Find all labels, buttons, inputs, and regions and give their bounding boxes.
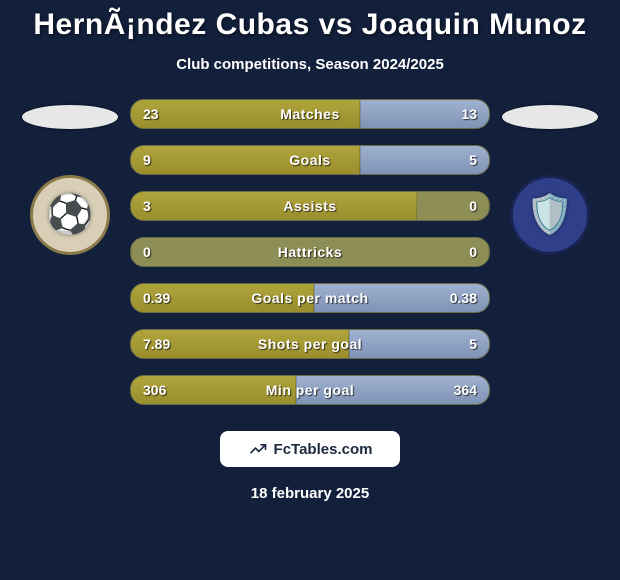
left-player-placeholder [20,103,120,131]
shield-icon: 🛡️ [526,193,573,237]
stat-value-right: 364 [454,376,477,404]
left-column: ⚽ [10,99,130,255]
stat-row: 3Assists0 [130,191,490,221]
right-team-badge: 🛡️ [510,175,590,255]
right-player-placeholder [500,103,600,131]
subtitle: Club competitions, Season 2024/2025 [176,56,444,73]
stat-value-right: 0 [469,238,477,266]
stat-label: Goals [131,146,489,174]
left-team-badge: ⚽ [30,175,110,255]
stat-label: Goals per match [131,284,489,312]
body-row: ⚽ 23Matches139Goals53Assists00Hattricks0… [0,99,620,405]
soccer-icon: ⚽ [46,193,93,237]
stat-value-right: 0 [469,192,477,220]
stat-value-right: 5 [469,330,477,358]
stat-row: 23Matches13 [130,99,490,129]
right-column: 🛡️ [490,99,610,255]
stat-value-right: 0.38 [450,284,477,312]
stat-label: Min per goal [131,376,489,404]
stat-row: 0.39Goals per match0.38 [130,283,490,313]
stat-value-right: 5 [469,146,477,174]
page-title: HernÃ¡ndez Cubas vs Joaquin Munoz [33,8,586,42]
stat-row: 9Goals5 [130,145,490,175]
stat-label: Hattricks [131,238,489,266]
stat-row: 7.89Shots per goal5 [130,329,490,359]
site-label: FcTables.com [274,441,373,458]
comparison-card: HernÃ¡ndez Cubas vs Joaquin Munoz Club c… [0,0,620,580]
date-label: 18 february 2025 [251,485,369,502]
stats-column: 23Matches139Goals53Assists00Hattricks00.… [130,99,490,405]
stat-label: Matches [131,100,489,128]
stat-label: Assists [131,192,489,220]
site-tag[interactable]: FcTables.com [220,431,400,467]
stat-row: 306Min per goal364 [130,375,490,405]
chart-icon [248,439,268,459]
stat-row: 0Hattricks0 [130,237,490,267]
stat-label: Shots per goal [131,330,489,358]
stat-value-right: 13 [461,100,477,128]
